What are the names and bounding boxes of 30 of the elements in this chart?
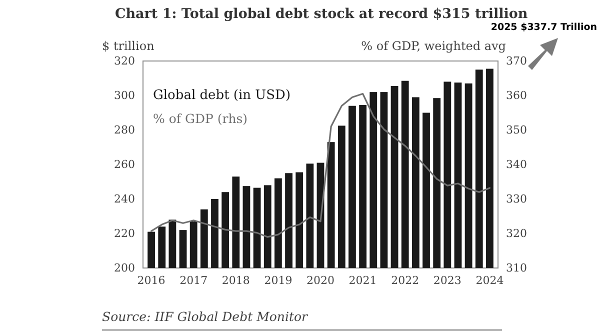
text: % of GDP (rhs)	[153, 111, 248, 126]
y2-tick-label: 370	[506, 54, 527, 68]
x-tick-label: 2016	[137, 274, 166, 287]
y-tick-label: 320	[114, 54, 135, 68]
text: Global debt (in USD)	[153, 88, 291, 103]
text: 2025 $337.7 Trillion	[490, 22, 598, 33]
y2-tick-label: 350	[506, 124, 527, 137]
x-tick-label: 2020	[306, 274, 334, 287]
y2-tick-label: 360	[506, 89, 527, 102]
y2-tick-label: 340	[506, 158, 527, 172]
source-note: Source: IIF Global Debt Monitor	[102, 309, 308, 324]
y2-tick-label: 330	[506, 192, 527, 206]
x-tick-label: 2021	[348, 274, 377, 287]
x-tick-label: 2022	[391, 274, 420, 287]
y2-tick-label: 310	[506, 262, 527, 275]
y-tick-label: 200	[114, 262, 135, 275]
y2-tick-label: 320	[506, 227, 527, 240]
y-tick-label: 240	[114, 192, 135, 206]
y-tick-label: 260	[114, 158, 135, 172]
x-tick-label: 2024	[476, 274, 504, 287]
y2-axis-title: % of GDP, weighted avg	[361, 39, 506, 53]
x-tick-label: 2018	[222, 274, 250, 287]
y-tick-label: 220	[114, 227, 135, 240]
chart-title: Chart 1: Total global debt stock at record $315 trillion	[115, 6, 528, 22]
y-tick-label: 300	[114, 89, 135, 102]
x-tick-label: 2019	[264, 274, 292, 287]
y-tick-label: 280	[114, 124, 135, 137]
y-axis-title: $ trillion	[102, 39, 155, 53]
x-tick-label: 2023	[433, 274, 462, 287]
x-tick-label: 2017	[180, 274, 208, 287]
